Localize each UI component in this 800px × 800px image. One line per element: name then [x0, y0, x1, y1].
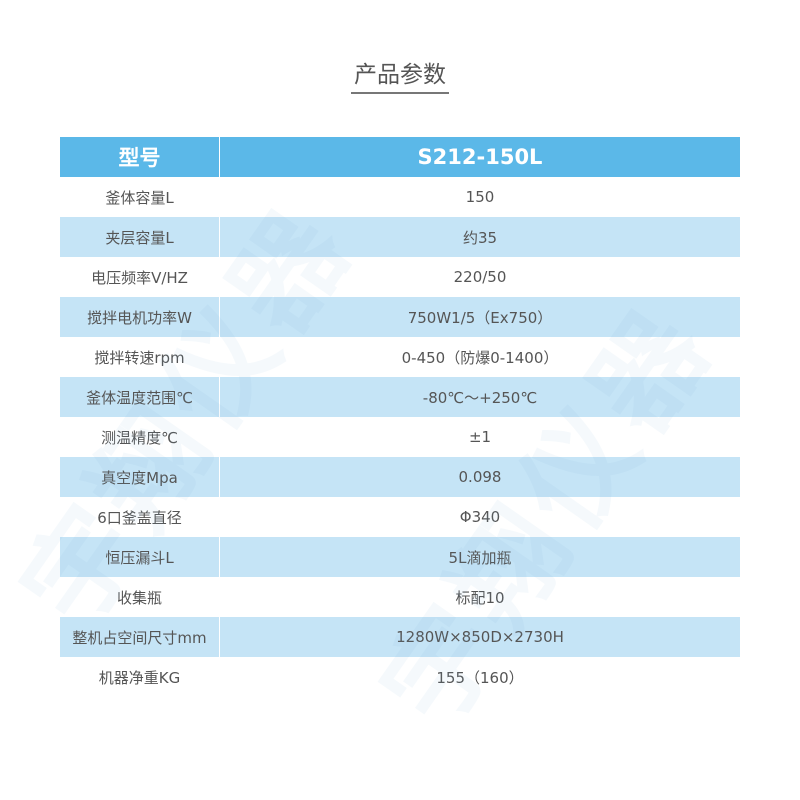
header-value: S212-150L	[219, 137, 740, 177]
row-value: 0.098	[219, 457, 740, 497]
row-label: 夹层容量L	[60, 217, 220, 257]
row-label: 机器净重KG	[60, 657, 220, 697]
row-label: 真空度Mpa	[60, 457, 220, 497]
row-value: 750W1/5（Ex750）	[219, 297, 740, 337]
row-value: 155（160）	[436, 668, 524, 687]
row-label: 整机占空间尺寸mm	[60, 617, 220, 657]
row-value: 1280W×850D×2730H	[219, 617, 740, 657]
row-value: Φ340	[459, 508, 501, 526]
table-row: 釜体容量L 150	[60, 177, 740, 217]
row-label: 搅拌电机功率W	[60, 297, 220, 337]
table-row: 釜体温度范围℃ -80℃～+250℃	[60, 377, 740, 417]
header-label: 型号	[60, 137, 220, 177]
page-title-text: 产品参数	[351, 62, 449, 94]
row-value: 5L滴加瓶	[219, 537, 740, 577]
row-label: 釜体温度范围℃	[60, 377, 220, 417]
table-row: 真空度Mpa 0.098	[60, 457, 740, 497]
row-value: 150	[465, 188, 495, 206]
table-row: 恒压漏斗L 5L滴加瓶	[60, 537, 740, 577]
row-label: 6口釜盖直径	[60, 497, 220, 537]
spec-table: 型号 S212-150L 釜体容量L 150 夹层容量L 约35 电压频率V/HZ 220…	[60, 137, 740, 697]
table-row: 夹层容量L 约35	[60, 217, 740, 257]
row-value: 0-450（防爆0-1400）	[401, 348, 559, 367]
row-value: 220/50	[453, 268, 507, 286]
table-row: 搅拌电机功率W 750W1/5（Ex750）	[60, 297, 740, 337]
table-row: 测温精度℃ ±1	[60, 417, 740, 457]
row-label: 测温精度℃	[60, 417, 220, 457]
row-value: ±1	[468, 428, 492, 446]
row-label: 搅拌转速rpm	[60, 337, 220, 377]
table-row: 收集瓶 标配10	[60, 577, 740, 617]
row-value: 标配10	[455, 588, 505, 607]
row-label: 釜体容量L	[60, 177, 220, 217]
row-label: 恒压漏斗L	[60, 537, 220, 577]
row-label: 收集瓶	[60, 577, 220, 617]
table-row: 整机占空间尺寸mm 1280W×850D×2730H	[60, 617, 740, 657]
table-row: 搅拌转速rpm 0-450（防爆0-1400）	[60, 337, 740, 377]
row-value: -80℃～+250℃	[219, 377, 740, 417]
row-value: 约35	[219, 217, 740, 257]
table-row: 机器净重KG 155（160）	[60, 657, 740, 697]
table-header-row: 型号 S212-150L	[60, 137, 740, 177]
table-row: 电压频率V/HZ 220/50	[60, 257, 740, 297]
page-title: 产品参数	[0, 55, 800, 94]
table-row: 6口釜盖直径 Φ340	[60, 497, 740, 537]
row-label: 电压频率V/HZ	[60, 257, 220, 297]
